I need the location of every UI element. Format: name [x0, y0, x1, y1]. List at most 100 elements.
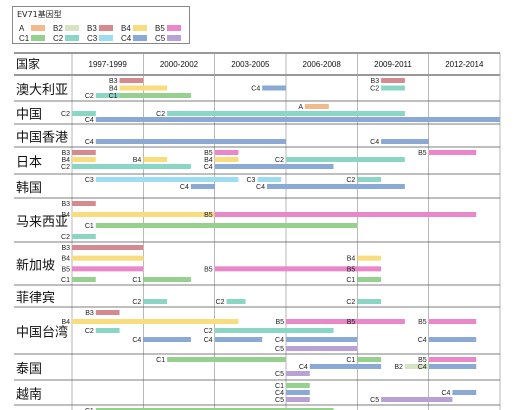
- bar-c2: [72, 164, 191, 169]
- bar-label: C4: [204, 164, 213, 171]
- bar-label: C2: [346, 299, 355, 306]
- bar-label: C1: [132, 277, 141, 284]
- bar-b4: [143, 157, 168, 162]
- bar-label: B4: [109, 86, 118, 93]
- bar-label: C1: [85, 408, 94, 410]
- bar-c2: [357, 177, 382, 182]
- bar-c4: [95, 117, 501, 122]
- bar-label: C2: [346, 177, 355, 184]
- bar-label: C1: [346, 277, 355, 284]
- legend-label-c2: C2: [53, 34, 64, 43]
- legend-swatch-c4: [133, 35, 147, 41]
- row-label-country: 韩国: [16, 181, 42, 196]
- bar-c3: [95, 177, 239, 182]
- bar-label: C2: [132, 299, 141, 306]
- bar-c5: [286, 397, 310, 402]
- bar-label: C2: [275, 157, 284, 164]
- legend-swatch-c2: [65, 35, 79, 41]
- bar-c5: [381, 397, 453, 402]
- bar-c4: [286, 390, 310, 395]
- legend-label-b5: B5: [155, 24, 165, 33]
- bar-label: B3: [61, 150, 70, 157]
- bar-label: B3: [61, 245, 70, 252]
- bar-c4: [95, 139, 287, 144]
- bar-c1: [286, 383, 310, 388]
- bar-label: C5: [370, 397, 379, 404]
- row-label-country: 中国: [16, 108, 42, 123]
- bar-c2: [167, 111, 405, 116]
- bar-c2: [286, 157, 405, 162]
- bar-c4: [309, 364, 382, 369]
- bar-c4: [214, 337, 263, 342]
- bar-b5: [286, 319, 358, 324]
- bar-b3: [72, 201, 96, 206]
- bar-label: B5: [204, 266, 213, 273]
- bar-label: B5: [204, 212, 213, 219]
- bar-b3: [95, 310, 120, 315]
- bar-label: B4: [61, 319, 70, 326]
- period-header: 1997-1999: [89, 60, 128, 69]
- row-label-country: 中国香港: [16, 131, 68, 146]
- bar-label: C5: [275, 346, 284, 353]
- bar-c2: [95, 328, 120, 333]
- legend-label-c4: C4: [121, 34, 132, 43]
- bar-label: C4: [418, 364, 427, 371]
- bar-c4: [286, 337, 358, 342]
- bar-b3: [119, 78, 144, 83]
- bar-label: C2: [85, 93, 94, 100]
- bar-label: C4: [132, 337, 141, 344]
- bar-label: B5: [418, 319, 427, 326]
- bar-label: C4: [256, 184, 265, 191]
- bar-c4: [190, 184, 215, 189]
- bar-label: C1: [109, 93, 118, 100]
- bar-b5: [214, 212, 477, 217]
- bar-c5: [286, 371, 310, 376]
- bar-label: C3: [247, 177, 256, 184]
- bar-b4: [214, 157, 239, 162]
- bar-b4: [72, 157, 96, 162]
- bar-label: B4: [347, 256, 356, 263]
- bar-label: A: [298, 104, 303, 111]
- bar-c1: [119, 93, 191, 98]
- row-label-country: 日本: [16, 156, 42, 171]
- bar-label: C4: [85, 139, 94, 146]
- bar-c1: [72, 277, 96, 282]
- bar-c2: [72, 111, 96, 116]
- bar-c2: [381, 85, 405, 91]
- bar-label: C4: [299, 364, 308, 371]
- period-header: 2003-2005: [231, 60, 270, 69]
- row-label-country: 中国台湾: [16, 325, 68, 341]
- row-label-country: 菲律宾: [16, 290, 55, 306]
- bar-c1: [167, 357, 286, 362]
- bar-b4: [119, 85, 168, 91]
- bar-label: C2: [204, 328, 213, 335]
- bar-label: C3: [85, 177, 94, 184]
- bar-label: C2: [61, 234, 70, 241]
- bar-c4: [266, 184, 405, 189]
- bar-label: C1: [61, 277, 70, 284]
- legend-label-b3: B3: [87, 24, 97, 33]
- bar-label: C1: [346, 357, 355, 364]
- chart-legend: EV71基因型 A B2 B3 B4 B5 C1 C2 C3 C4 C5: [12, 6, 190, 44]
- bar-c4: [428, 337, 477, 342]
- bar-label: B4: [204, 157, 213, 164]
- bar-c1: [357, 277, 382, 282]
- legend-swatch-c1: [31, 35, 45, 41]
- bar-c3: [257, 177, 282, 182]
- bar-b3: [72, 245, 144, 250]
- legend-swatch-b2: [65, 25, 79, 31]
- legend-label-c1: C1: [19, 34, 30, 43]
- bar-label: C4: [275, 390, 284, 397]
- bar-label: C4: [370, 139, 379, 146]
- bar-label: C1: [275, 383, 284, 390]
- chart-legend-swatches: EV71基因型 A B2 B3 B4 B5 C1 C2 C3 C4 C5: [17, 9, 181, 43]
- legend-label-c3: C3: [87, 34, 98, 43]
- bar-b5: [357, 266, 382, 272]
- bar-label: B5: [347, 266, 356, 273]
- bar-label: B4: [133, 157, 142, 164]
- bar-label: C4: [441, 390, 450, 397]
- bar-b5: [214, 266, 358, 272]
- bar-label: B4: [61, 212, 70, 219]
- bar-c2: [72, 234, 96, 239]
- bar-a: [305, 104, 329, 109]
